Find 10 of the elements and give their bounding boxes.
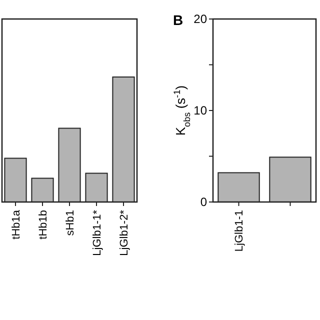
y-tick-label: 20 (194, 12, 208, 26)
x-tick-label: tHb1b (37, 210, 50, 240)
x-tick-label: LjGlb1-2* (118, 209, 130, 256)
x-tick-label: sHb1 (64, 210, 76, 236)
x-tick-label: tHb1a (10, 209, 22, 240)
x-tick-label: LjGlb1-1* (91, 209, 104, 256)
chart-title: B (173, 12, 184, 28)
y-tick-label: 0 (200, 195, 208, 210)
x-tick-label: LjGlb1-1 (234, 210, 246, 252)
y-tick-label: 10 (194, 104, 208, 118)
